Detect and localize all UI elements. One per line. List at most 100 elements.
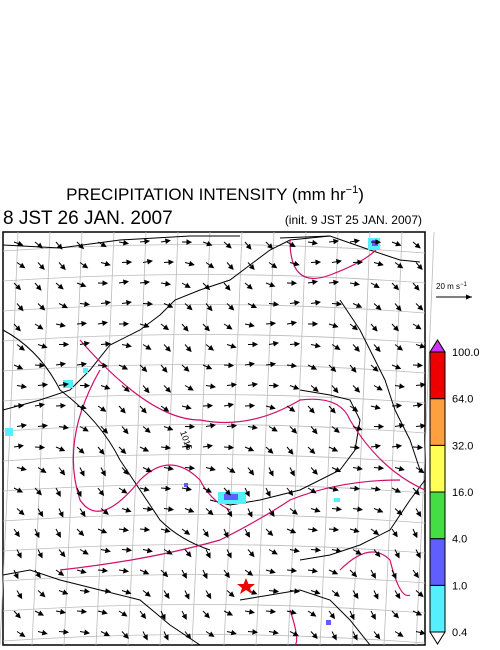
wind-arrow-head — [414, 242, 421, 249]
wind-arrow-head — [228, 362, 235, 369]
wind-arrow-head — [167, 302, 174, 308]
wind-arrow-head — [248, 609, 255, 615]
wind-arrow-head — [105, 341, 112, 347]
wind-arrow-head — [18, 443, 24, 450]
wind-arrow-head — [226, 324, 233, 330]
wind-arrow-head — [121, 364, 129, 370]
wind-arrow-head — [80, 404, 87, 410]
wind-arrow-head — [247, 570, 254, 576]
meridian — [63, 231, 83, 646]
wind-arrow-head — [14, 531, 20, 538]
wind-arrow-head — [55, 490, 61, 497]
wind-arrow-head — [98, 489, 105, 497]
wind-arrow-head — [370, 613, 376, 620]
isobar — [289, 239, 381, 280]
wind-arrow-head — [18, 509, 25, 516]
wind-arrow-head — [226, 510, 233, 518]
wind-arrow-head — [271, 426, 278, 432]
wind-arrow-head — [227, 263, 234, 271]
wind-arrow-head — [373, 282, 380, 289]
lat-lon-grid — [0, 231, 435, 646]
parallel — [2, 364, 426, 374]
wind-arrow-head — [165, 444, 172, 451]
wind-arrow-head — [310, 364, 318, 370]
wind-arrow-head — [164, 592, 170, 600]
parallel — [2, 394, 426, 404]
wind-arrow-head — [145, 344, 152, 350]
wind-arrow-head — [244, 531, 251, 538]
wind-arrow-head — [79, 470, 85, 477]
wind-arrow-head — [315, 300, 322, 306]
wind-arrow-head — [208, 631, 215, 637]
wind-arrow-head — [142, 634, 148, 641]
wind-arrow-head — [102, 280, 109, 286]
colorbar-bin — [429, 491, 446, 540]
meridian — [159, 231, 179, 646]
wind-arrow-head — [183, 365, 190, 372]
parallel — [2, 544, 426, 554]
wind-arrow-head — [83, 340, 90, 347]
wind-arrow-head — [336, 301, 343, 307]
wind-arrow-head — [204, 612, 210, 619]
wind-arrow-head — [396, 443, 403, 450]
wind-arrow-head — [228, 591, 235, 598]
wind-arrow-head — [123, 321, 130, 327]
wind-arrow-head — [16, 552, 22, 559]
wind-arrow-head — [227, 402, 234, 408]
wind-arrow-head — [230, 629, 237, 636]
wind-arrow-head — [189, 465, 196, 471]
wind-arrow-head — [17, 240, 24, 247]
wind-arrow-head — [395, 364, 402, 370]
wind-arrow-head — [78, 243, 85, 250]
wind-arrow-head — [125, 507, 132, 513]
coast — [2, 569, 201, 646]
wind-arrow-head — [224, 572, 230, 579]
wind-arrow-head — [269, 510, 275, 517]
wind-arrow-head — [314, 342, 321, 349]
wind-arrow-head — [413, 571, 419, 579]
wind-arrow-head — [80, 282, 87, 288]
wind-arrow-head — [163, 634, 169, 641]
wind-arrow-head — [60, 361, 67, 368]
wind-arrow-head — [293, 547, 300, 554]
wind-arrow-head — [205, 592, 212, 600]
wind-arrow-head — [396, 509, 403, 516]
parallel — [2, 454, 426, 464]
wind-arrow-head — [310, 611, 317, 617]
wind-arrow-head — [273, 301, 280, 307]
vector-legend-text: 20 m s — [436, 282, 460, 291]
wind-arrow-head — [185, 633, 192, 640]
wind-arrow-head — [310, 488, 317, 494]
wind-arrow-head — [332, 322, 339, 329]
wind-arrow-head — [183, 529, 191, 535]
colorbar-label: 64.0 — [452, 394, 473, 406]
wind-arrow-head — [252, 629, 259, 635]
wind-arrow-head — [209, 422, 216, 429]
wind-arrow-head — [16, 592, 23, 600]
wind-arrow-head — [144, 279, 151, 286]
title-text: PRECIPITATION INTENSITY (mm hr — [66, 185, 346, 204]
wind-arrow-head — [353, 280, 360, 287]
parallel — [2, 484, 426, 494]
wind-arrow-head — [226, 552, 232, 559]
wind-arrow-head — [18, 345, 25, 351]
precip — [5, 428, 13, 436]
wind-arrow-head — [42, 382, 49, 388]
wind-arrow-head — [78, 447, 85, 454]
wind-arrow-head — [123, 567, 130, 574]
wind-arrow-head — [309, 448, 316, 454]
valid-time: 8 JST 26 JAN. 2007 — [3, 208, 173, 229]
meridian — [383, 231, 403, 646]
precip — [334, 498, 340, 502]
wind-arrow-head — [105, 588, 112, 594]
wind-arrow-head — [331, 569, 339, 575]
wind-arrow-head — [122, 239, 129, 246]
wind-arrow-head — [374, 346, 381, 353]
wind-arrow-head — [417, 444, 424, 451]
wind-arrow-head — [374, 404, 381, 410]
wind-arrow-head — [207, 402, 214, 409]
meridian — [287, 231, 307, 646]
wind-arrow-head — [244, 490, 250, 497]
wind-arrow-head — [270, 320, 277, 327]
